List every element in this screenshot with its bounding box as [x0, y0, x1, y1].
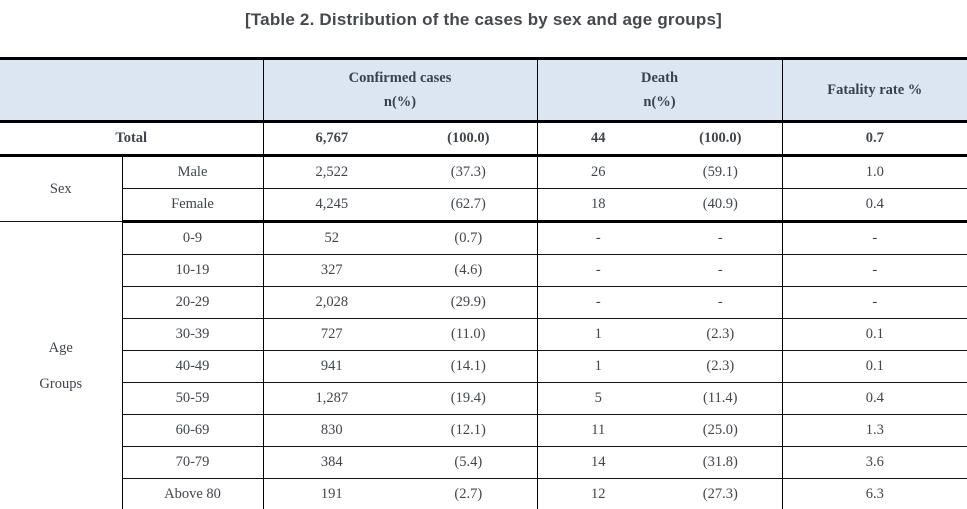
age-row-label: 0-9	[121, 221, 263, 255]
age-row-0-9: Age Groups 0-9 52 (0.7) - - -	[0, 221, 967, 392]
age-row-10-19: 10-19 327 (4.6) - - -	[0, 254, 967, 287]
confirmed-n-cell: 727	[262, 318, 400, 351]
total-confirmed-n-cell: 6,767	[262, 121, 400, 157]
confirmed-n-cell: 2,028	[262, 286, 400, 319]
age-row-label: 60-69	[121, 414, 263, 447]
confirmed-pct-cell: (0.7)	[400, 221, 538, 255]
confirmed-n-cell: 2,522	[262, 155, 400, 189]
death-n-cell: 14	[536, 446, 660, 479]
death-unit: n(%)	[643, 93, 676, 110]
age-row-label: Above 80	[121, 478, 263, 509]
confirmed-pct-cell: (29.9)	[400, 286, 538, 319]
fatality-cell: 6.3	[781, 478, 967, 509]
fatality-cell: 1.3	[781, 414, 967, 447]
sex-group-label-cell: Sex	[0, 155, 122, 222]
death-pct-cell: (27.3)	[702, 486, 738, 502]
total-death-n-cell: 44	[536, 121, 660, 157]
total-label-cell: Total	[0, 121, 263, 157]
table-caption: [Table 2. Distribution of the cases by s…	[245, 10, 722, 29]
death-pct-cell: -	[659, 221, 783, 255]
header-confirmed-cases: Confirmed cases n(%)	[262, 58, 538, 123]
death-n-cell: 5	[536, 382, 660, 415]
sex-row-label: Male	[121, 155, 263, 189]
confirmed-pct-cell: (37.3)	[400, 155, 538, 189]
death-pct-cell: -	[659, 286, 783, 319]
sex-row-label: Female	[121, 188, 263, 223]
age-row-40-49: 40-49 941 (14.1) 1 (2.3) 0.1	[0, 350, 967, 383]
death-label: Death	[640, 69, 679, 86]
confirmed-pct-cell: (62.7)	[400, 188, 538, 223]
fatality-cell: 0.4	[781, 188, 967, 223]
death-pct-cell: (2.3)	[659, 318, 783, 351]
confirmed-n-cell: 1,287	[262, 382, 400, 415]
death-n-cell: 1	[536, 318, 660, 351]
fatality-cell: 0.1	[781, 318, 967, 351]
age-row-30-39: 30-39 727 (11.0) 1 (2.3) 0.1	[0, 318, 967, 351]
death-pct-cell: (31.8)	[659, 446, 783, 479]
confirmed-n-cell: 4,245	[262, 188, 400, 223]
death-pct-cell: (11.4)	[659, 382, 783, 415]
death-n-cell: -	[536, 254, 660, 287]
death-n-cell: -	[536, 221, 660, 255]
confirmed-cases-unit: n(%)	[383, 93, 417, 110]
fatality-cell: -	[781, 286, 967, 319]
total-death-pct-cell: (100.0)	[659, 121, 783, 157]
confirmed-pct-cell: (12.1)	[400, 414, 538, 447]
confirmed-pct-cell: (5.4)	[400, 446, 538, 479]
age-group-label-cell: Age Groups	[39, 340, 83, 392]
confirmed-n-cell: 384	[262, 446, 400, 479]
age-row-above-80: Above 80 191 (2.7) 12 (27.3) 6.3	[0, 478, 967, 509]
confirmed-n-cell: 941	[262, 350, 400, 383]
age-row-label: 30-39	[121, 318, 263, 351]
fatality-cell: 0.1	[781, 350, 967, 383]
death-n-cell: 18	[536, 188, 660, 223]
confirmed-n-cell: 830	[262, 414, 400, 447]
table-header-row: Confirmed cases n(%) Death n(%) Fatality…	[0, 58, 967, 123]
confirmed-cases-label: Confirmed cases	[348, 69, 452, 86]
distribution-table: Confirmed cases n(%) Death n(%) Fatality…	[0, 57, 967, 509]
confirmed-n-cell: 191	[262, 478, 400, 509]
fatality-cell: 0.4	[781, 382, 967, 415]
death-pct-cell: (2.3)	[659, 350, 783, 383]
fatality-cell: 3.6	[781, 446, 967, 479]
age-row-70-79: 70-79 384 (5.4) 14 (31.8) 3.6	[0, 446, 967, 479]
confirmed-n-cell: 327	[262, 254, 400, 287]
age-row-60-69: 60-69 830 (12.1) 11 (25.0) 1.3	[0, 414, 967, 447]
age-row-label: 50-59	[121, 382, 263, 415]
death-n-cell: 26	[536, 155, 660, 189]
age-row-label: 20-29	[121, 286, 263, 319]
age-row-label: 10-19	[121, 254, 263, 287]
total-fatality-cell: 0.7	[781, 121, 967, 157]
confirmed-pct-cell: (19.4)	[400, 382, 538, 415]
total-row: Total 6,767 (100.0) 44 (100.0) 0.7	[0, 121, 967, 157]
header-fatality-rate: Fatality rate %	[781, 58, 967, 123]
sex-row-female: Female 4,245 (62.7) 18 (40.9) 0.4	[0, 188, 967, 223]
header-death: Death n(%)	[536, 58, 783, 123]
death-n-cell: 1	[536, 350, 660, 383]
sex-row-male: Sex Male 2,522 (37.3) 26 (59.1) 1.0	[0, 155, 967, 222]
death-n-cell: 12	[536, 478, 660, 509]
death-pct-cell: -	[659, 254, 783, 287]
total-confirmed-pct-cell: (100.0)	[400, 121, 538, 157]
age-row-label: 70-79	[121, 446, 263, 479]
fatality-cell: -	[781, 221, 967, 255]
death-pct-cell: (25.0)	[659, 414, 783, 447]
age-row-20-29: 20-29 2,028 (29.9) - - -	[0, 286, 967, 319]
header-blank-cell	[0, 58, 263, 123]
confirmed-pct-cell: (14.1)	[400, 350, 538, 383]
death-n-cell: -	[536, 286, 660, 319]
confirmed-pct-cell: (11.0)	[400, 318, 538, 351]
death-pct-cell: (40.9)	[659, 188, 783, 223]
confirmed-pct-cell: (4.6)	[400, 254, 538, 287]
death-pct-cell: (59.1)	[659, 155, 783, 189]
age-row-label: 40-49	[121, 350, 263, 383]
confirmed-pct-cell: (2.7)	[454, 486, 483, 502]
fatality-cell: -	[781, 254, 967, 287]
fatality-cell: 1.0	[781, 155, 967, 189]
death-n-cell: 11	[536, 414, 660, 447]
age-row-50-59: 50-59 1,287 (19.4) 5 (11.4) 0.4	[0, 382, 967, 415]
confirmed-n-cell: 52	[262, 221, 400, 255]
report-page: [Table 2. Distribution of the cases by s…	[0, 10, 967, 509]
